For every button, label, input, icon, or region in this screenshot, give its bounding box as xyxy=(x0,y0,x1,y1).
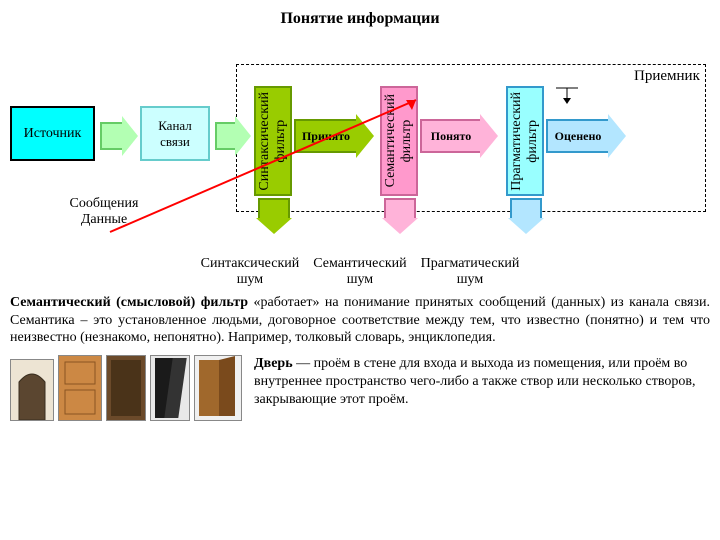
arrow-understood: Понято xyxy=(420,114,498,158)
noise-in-4 xyxy=(552,84,582,104)
noise1: Синтаксическийшум xyxy=(201,256,300,288)
filter-pragmatic: Прагматическийфильтр xyxy=(506,86,544,196)
noise2: Семантическийшум xyxy=(313,256,406,288)
accepted-text: Принято xyxy=(302,129,350,144)
arrow-accepted: Принято xyxy=(294,114,374,158)
arrow-evaluated: Оценено xyxy=(546,114,626,158)
arrow-1 xyxy=(100,116,138,156)
source-box: Источник xyxy=(10,106,95,161)
messages-label: СообщенияДанные xyxy=(54,196,154,228)
page-title: Понятие информации xyxy=(10,10,710,28)
door-panel xyxy=(58,355,102,421)
understood-text: Понято xyxy=(431,129,471,144)
door-definition: Дверь — проём в стене для входа и выхода… xyxy=(254,355,710,410)
door-open xyxy=(194,355,242,421)
door-arch xyxy=(10,359,54,421)
arrow-2 xyxy=(215,116,251,156)
door-dark xyxy=(150,355,190,421)
source-text: Источник xyxy=(24,126,82,142)
noise-out-2 xyxy=(382,198,418,234)
channel-box: Каналсвязи xyxy=(140,106,210,161)
filter2-text: Семантическийфильтр xyxy=(383,94,415,187)
noise3: Прагматическийшум xyxy=(421,256,520,288)
diagram: Приемник Источник Каналсвязи Синтаксичес… xyxy=(10,36,710,256)
noise-out-1 xyxy=(256,198,292,234)
filter3-text: Прагматическийфильтр xyxy=(509,92,541,191)
filter-syntactic: Синтаксическийфильтр xyxy=(254,86,292,196)
bottom-row: Дверь — проём в стене для входа и выхода… xyxy=(10,355,710,421)
filter1-text: Синтаксическийфильтр xyxy=(257,92,289,191)
doors-images xyxy=(10,355,242,421)
evaluated-text: Оценено xyxy=(555,129,602,144)
def-bold: Дверь xyxy=(254,356,293,371)
filter-semantic: Семантическийфильтр xyxy=(380,86,418,196)
noise-out-3 xyxy=(508,198,544,234)
semantic-paragraph: Семантический (смысловой) фильтр «работа… xyxy=(10,294,710,347)
door-steel xyxy=(106,355,146,421)
receiver-label: Приемник xyxy=(634,68,700,85)
para-bold: Семантический (смысловой) фильтр xyxy=(10,295,248,310)
noise-labels: Синтаксическийшум Семантическийшум Прагм… xyxy=(10,256,710,288)
channel-text: Каналсвязи xyxy=(158,118,192,150)
